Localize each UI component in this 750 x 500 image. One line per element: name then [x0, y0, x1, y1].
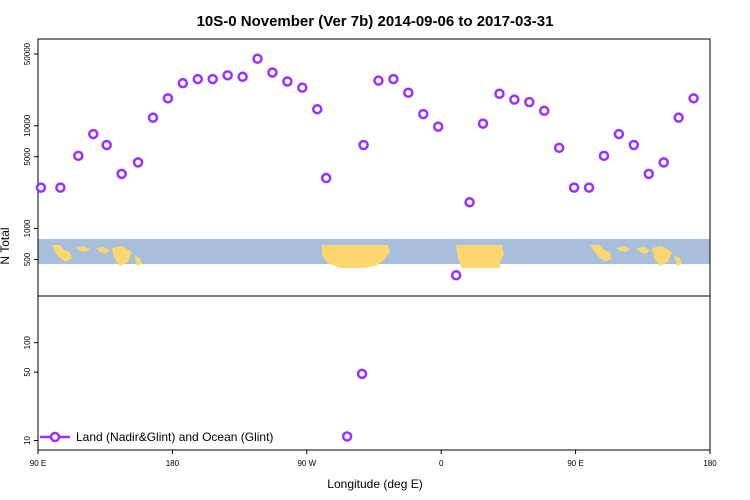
data-point: [192, 73, 204, 85]
data-point: [509, 94, 520, 105]
chart-title: 10S-0 November (Ver 7b) 2014-09-06 to 20…: [197, 13, 554, 30]
data-point: [643, 168, 655, 180]
x-tick-label: 90 W: [297, 459, 316, 468]
data-point: [450, 270, 462, 281]
y-tick-label: 100: [23, 335, 32, 349]
x-tick-label: 90 E: [567, 459, 583, 468]
data-point: [553, 142, 565, 154]
data-point: [432, 121, 444, 132]
data-point: [613, 128, 625, 140]
x-axis: 90 E 180 90 W 0 90 E 180: [30, 450, 717, 468]
data-point: [494, 88, 505, 100]
y-axis-label: N Total: [0, 227, 12, 264]
data-point: [177, 77, 189, 89]
data-point: [267, 67, 278, 78]
data-point: [341, 431, 353, 442]
data-point: [673, 112, 684, 123]
data-point: [222, 70, 233, 81]
data-point: [568, 182, 580, 193]
lower-panel: 10 50 100: [23, 295, 711, 451]
data-point: [358, 139, 369, 151]
x-tick-label: 180: [166, 459, 180, 468]
data-point: [583, 182, 595, 193]
data-point: [628, 139, 640, 151]
data-point: [320, 172, 332, 184]
data-point: [147, 112, 159, 123]
legend-marker: [49, 431, 61, 443]
data-point: [598, 150, 610, 162]
data-point: [373, 75, 384, 86]
y-tick-label: 10: [23, 436, 32, 445]
data-point: [538, 105, 550, 117]
x-tick-label: 90 E: [30, 459, 46, 468]
data-points: [35, 53, 699, 442]
data-point: [162, 93, 174, 104]
data-point: [88, 128, 99, 140]
map-strip-land: [52, 245, 682, 268]
upper-y-axis: 500 1000 5000 10000 50000: [23, 42, 38, 266]
data-point: [388, 73, 399, 85]
lower-plot-frame: [37, 295, 711, 451]
y-tick-label: 1000: [23, 219, 32, 237]
data-point: [297, 82, 308, 93]
data-point: [55, 182, 66, 193]
data-point: [477, 118, 489, 129]
data-point: [524, 96, 535, 108]
x-tick-label: 180: [703, 459, 717, 468]
data-point: [101, 139, 112, 151]
data-point: [356, 368, 368, 380]
x-axis-label: Longitude (deg E): [327, 477, 422, 491]
data-point: [688, 93, 699, 104]
data-point: [252, 53, 263, 64]
data-point: [282, 76, 293, 87]
data-point: [207, 73, 218, 85]
legend-label: Land (Nadir&Glint) and Ocean (Glint): [76, 430, 273, 444]
legend: Land (Nadir&Glint) and Ocean (Glint): [40, 430, 273, 444]
data-point: [73, 150, 84, 162]
data-point: [312, 103, 323, 115]
data-point: [658, 157, 669, 168]
y-tick-label: 5000: [23, 147, 32, 165]
data-point: [132, 157, 144, 168]
y-tick-label: 10000: [23, 114, 32, 137]
upper-panel: 500 1000 5000 10000 50000: [23, 38, 711, 297]
lower-y-axis: 10 50 100: [23, 335, 38, 445]
y-tick-label: 500: [23, 252, 32, 266]
data-point: [237, 71, 248, 83]
y-tick-label: 50: [23, 367, 32, 376]
data-point: [403, 87, 414, 98]
data-point: [116, 168, 127, 180]
data-point: [464, 197, 475, 208]
data-point: [418, 108, 429, 120]
y-tick-label: 50000: [23, 42, 32, 65]
data-point: [35, 182, 47, 193]
x-tick-label: 0: [439, 459, 444, 468]
